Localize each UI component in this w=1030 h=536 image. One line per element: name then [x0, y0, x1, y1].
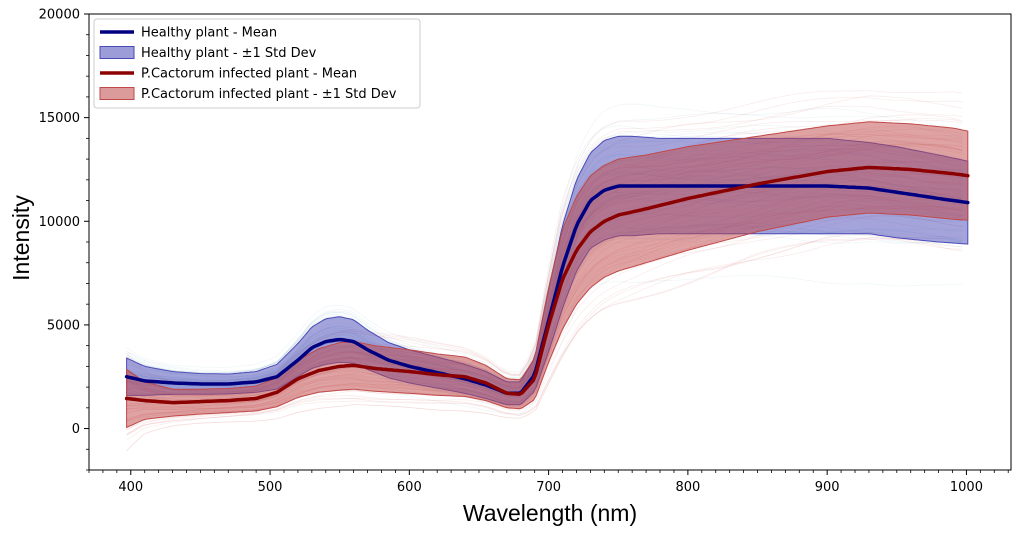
sample-spectrum-line — [126, 235, 963, 452]
sample-spectrum-line — [126, 103, 963, 377]
infected-mean-line — [124, 165, 970, 405]
axes: 400 500 600 700 800 900 1000050001000015000200… — [39, 8, 1009, 495]
sample-spectrum-line — [126, 232, 963, 441]
y-tick-label: 0 — [72, 422, 80, 437]
legend-entry-label: Healthy plant - ±1 Std Dev — [141, 46, 317, 61]
sample-spectrum-line — [126, 237, 963, 435]
y-axis-title: Intensity — [8, 195, 34, 281]
x-tick-label: 700 — [536, 480, 561, 495]
legend-patch-swatch — [99, 87, 135, 100]
mean-lines — [124, 165, 970, 405]
x-tick-label: 900 — [815, 480, 840, 495]
x-tick-label: 600 — [397, 480, 422, 495]
x-axis-title: Wavelength (nm) — [463, 500, 637, 526]
x-tick-label: 500 — [258, 480, 283, 495]
sample-spectrum-line — [126, 237, 963, 451]
legend-box — [93, 18, 421, 109]
legend-entry-label: P.Cactorum infected plant - Mean — [141, 67, 357, 82]
x-tick-label: 400 — [118, 480, 143, 495]
std-dev-bands — [126, 121, 969, 429]
infected-std-band — [126, 121, 969, 429]
y-tick-label: 15000 — [39, 111, 80, 126]
y-tick-label: 10000 — [39, 215, 80, 230]
legend-entry-label: P.Cactorum infected plant - ±1 Std Dev — [141, 87, 397, 102]
legend-patch-swatch — [99, 46, 135, 59]
legend: Healthy plant - Mean Healthy plant - ±1 S… — [93, 18, 421, 109]
x-tick-label: 1000 — [950, 480, 983, 495]
y-tick-label: 5000 — [47, 318, 80, 333]
sample-spectrum-line — [126, 234, 963, 436]
sample-spectrum-line — [126, 113, 963, 378]
legend-entry-label: Healthy plant - Mean — [141, 26, 277, 41]
x-tick-label: 800 — [675, 480, 700, 495]
y-tick-label: 20000 — [39, 8, 80, 23]
